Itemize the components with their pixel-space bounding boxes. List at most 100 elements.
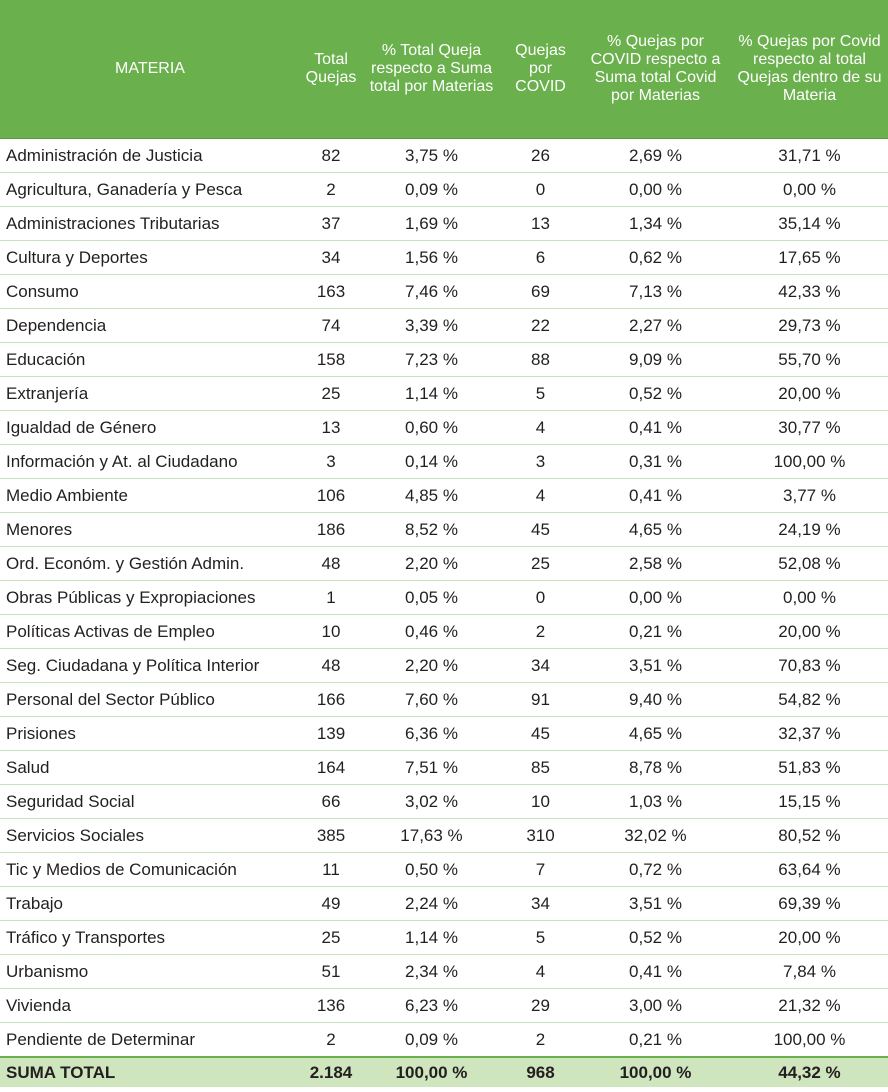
table-row: Menores 186 8,52 % 45 4,65 % 24,19 % xyxy=(0,512,888,547)
cell-materia: Información y At. al Ciudadano xyxy=(0,444,300,479)
cell-total-quejas: 51 xyxy=(300,954,362,989)
header-pct-total: % Total Queja respecto a Suma total por … xyxy=(362,0,501,139)
cell-pct-dentro: 32,37 % xyxy=(731,716,888,751)
cell-quejas-covid: 29 xyxy=(501,988,580,1023)
table-row: Administración de Justicia 82 3,75 % 26 2,69… xyxy=(0,138,888,173)
table-row: Políticas Activas de Empleo 10 0,46 % 2 0,21… xyxy=(0,614,888,649)
cell-pct-dentro: 0,00 % xyxy=(731,580,888,615)
cell-pct-covid: 0,00 % xyxy=(580,580,731,615)
cell-pct-total: 3,39 % xyxy=(362,308,501,343)
cell-pct-dentro: 15,15 % xyxy=(731,784,888,819)
header-materia: MATERIA xyxy=(0,0,300,139)
cell-pct-dentro: 21,32 % xyxy=(731,988,888,1023)
total-label: SUMA TOTAL xyxy=(0,1056,300,1087)
table-row: Tráfico y Transportes 25 1,14 % 5 0,52 % 20,0… xyxy=(0,920,888,955)
table-row: Consumo 163 7,46 % 69 7,13 % 42,33 % xyxy=(0,274,888,309)
cell-materia: Personal del Sector Público xyxy=(0,682,300,717)
cell-quejas-covid: 310 xyxy=(501,818,580,853)
cell-pct-dentro: 63,64 % xyxy=(731,852,888,887)
cell-total-quejas: 13 xyxy=(300,410,362,445)
cell-quejas-covid: 10 xyxy=(501,784,580,819)
table-row: Información y At. al Ciudadano 3 0,14 % 3 0,… xyxy=(0,444,888,479)
cell-quejas-covid: 85 xyxy=(501,750,580,785)
header-row: MATERIA Total Quejas % Total Queja respe… xyxy=(0,0,888,139)
cell-materia: Políticas Activas de Empleo xyxy=(0,614,300,649)
cell-materia: Tráfico y Transportes xyxy=(0,920,300,955)
cell-pct-total: 1,14 % xyxy=(362,920,501,955)
header-pct-covid: % Quejas por COVID respecto a Suma total… xyxy=(580,0,731,139)
table-row: Seg. Ciudadana y Política Interior 48 2,20… xyxy=(0,648,888,683)
cell-pct-covid: 0,00 % xyxy=(580,172,731,207)
cell-pct-total: 3,02 % xyxy=(362,784,501,819)
cell-pct-total: 2,24 % xyxy=(362,886,501,921)
cell-total-quejas: 163 xyxy=(300,274,362,309)
cell-pct-total: 0,14 % xyxy=(362,444,501,479)
cell-pct-dentro: 54,82 % xyxy=(731,682,888,717)
table-row: Educación 158 7,23 % 88 9,09 % 55,70 % xyxy=(0,342,888,377)
header-pct-dentro: % Quejas por Covid respecto al total Que… xyxy=(731,0,888,139)
cell-pct-covid: 0,41 % xyxy=(580,478,731,513)
cell-quejas-covid: 25 xyxy=(501,546,580,581)
cell-total-quejas: 3 xyxy=(300,444,362,479)
table-row: Cultura y Deportes 34 1,56 % 6 0,62 % 17,65 % xyxy=(0,240,888,275)
cell-pct-covid: 2,58 % xyxy=(580,546,731,581)
cell-materia: Educación xyxy=(0,342,300,377)
table-row: Prisiones 139 6,36 % 45 4,65 % 32,37 % xyxy=(0,716,888,751)
cell-quejas-covid: 2 xyxy=(501,1022,580,1057)
cell-pct-dentro: 80,52 % xyxy=(731,818,888,853)
cell-pct-dentro: 0,00 % xyxy=(731,172,888,207)
table-row: Agricultura, Ganadería y Pesca 2 0,09 % 0 0,… xyxy=(0,172,888,207)
cell-quejas-covid: 91 xyxy=(501,682,580,717)
cell-pct-dentro: 7,84 % xyxy=(731,954,888,989)
total-covid-value: 968 xyxy=(501,1056,580,1087)
cell-pct-total: 0,60 % xyxy=(362,410,501,445)
cell-quejas-covid: 3 xyxy=(501,444,580,479)
header-quejas-covid: Quejas por COVID xyxy=(501,0,580,139)
cell-total-quejas: 158 xyxy=(300,342,362,377)
cell-pct-covid: 9,09 % xyxy=(580,342,731,377)
table-row: Trabajo 49 2,24 % 34 3,51 % 69,39 % xyxy=(0,886,888,921)
cell-pct-covid: 0,21 % xyxy=(580,1022,731,1057)
table-row: Vivienda 136 6,23 % 29 3,00 % 21,32 % xyxy=(0,988,888,1023)
cell-pct-total: 2,34 % xyxy=(362,954,501,989)
cell-pct-dentro: 24,19 % xyxy=(731,512,888,547)
cell-pct-total: 6,36 % xyxy=(362,716,501,751)
cell-materia: Servicios Sociales xyxy=(0,818,300,853)
table-row: Medio Ambiente 106 4,85 % 4 0,41 % 3,77 % xyxy=(0,478,888,513)
cell-quejas-covid: 2 xyxy=(501,614,580,649)
cell-materia: Seguridad Social xyxy=(0,784,300,819)
cell-pct-covid: 0,52 % xyxy=(580,920,731,955)
cell-pct-total: 8,52 % xyxy=(362,512,501,547)
header-total-quejas: Total Quejas xyxy=(300,0,362,139)
cell-materia: Dependencia xyxy=(0,308,300,343)
cell-pct-dentro: 70,83 % xyxy=(731,648,888,683)
cell-total-quejas: 34 xyxy=(300,240,362,275)
table-row: Obras Públicas y Expropiaciones 1 0,05 % 0 0… xyxy=(0,580,888,615)
table-row: Extranjería 25 1,14 % 5 0,52 % 20,00 % xyxy=(0,376,888,411)
table-row: Salud 164 7,51 % 85 8,78 % 51,83 % xyxy=(0,750,888,785)
cell-pct-total: 7,46 % xyxy=(362,274,501,309)
cell-materia: Tic y Medios de Comunicación xyxy=(0,852,300,887)
cell-pct-dentro: 51,83 % xyxy=(731,750,888,785)
cell-total-quejas: 166 xyxy=(300,682,362,717)
cell-materia: Seg. Ciudadana y Política Interior xyxy=(0,648,300,683)
cell-quejas-covid: 22 xyxy=(501,308,580,343)
cell-pct-total: 1,69 % xyxy=(362,206,501,241)
cell-quejas-covid: 26 xyxy=(501,138,580,173)
cell-quejas-covid: 4 xyxy=(501,410,580,445)
table-row: Urbanismo 51 2,34 % 4 0,41 % 7,84 % xyxy=(0,954,888,989)
cell-pct-dentro: 17,65 % xyxy=(731,240,888,275)
cell-quejas-covid: 13 xyxy=(501,206,580,241)
cell-pct-covid: 1,03 % xyxy=(580,784,731,819)
cell-total-quejas: 49 xyxy=(300,886,362,921)
cell-total-quejas: 82 xyxy=(300,138,362,173)
cell-quejas-covid: 0 xyxy=(501,580,580,615)
cell-pct-covid: 3,00 % xyxy=(580,988,731,1023)
cell-total-quejas: 25 xyxy=(300,376,362,411)
cell-pct-total: 0,50 % xyxy=(362,852,501,887)
total-pct-covid-value: 100,00 % xyxy=(580,1056,731,1087)
cell-materia: Extranjería xyxy=(0,376,300,411)
cell-materia: Salud xyxy=(0,750,300,785)
table-row: Servicios Sociales 385 17,63 % 310 32,02 % 80… xyxy=(0,818,888,853)
cell-materia: Igualdad de Género xyxy=(0,410,300,445)
